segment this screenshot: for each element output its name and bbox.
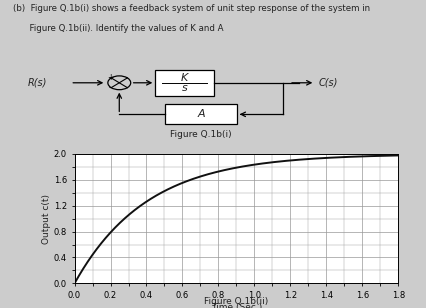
Y-axis label: Output c(t): Output c(t) xyxy=(42,194,51,244)
Text: Figure Q.1b(ii). Identify the values of K and A: Figure Q.1b(ii). Identify the values of … xyxy=(13,24,223,33)
Text: Figure Q.1b(i): Figure Q.1b(i) xyxy=(170,130,232,139)
Text: Figure Q.1b(ii): Figure Q.1b(ii) xyxy=(204,298,268,306)
Text: (b)  Figure Q.1b(i) shows a feedback system of unit step response of the system : (b) Figure Q.1b(i) shows a feedback syst… xyxy=(13,4,370,13)
Text: s: s xyxy=(182,83,187,93)
Text: R(s): R(s) xyxy=(28,78,47,88)
FancyBboxPatch shape xyxy=(155,70,214,95)
Text: +: + xyxy=(107,73,113,82)
Text: C(s): C(s) xyxy=(319,78,338,88)
Text: K: K xyxy=(181,73,188,83)
FancyBboxPatch shape xyxy=(165,104,237,124)
Text: A: A xyxy=(197,109,205,119)
X-axis label: Time (Sec.): Time (Sec.) xyxy=(211,303,262,308)
Text: -: - xyxy=(109,83,112,92)
